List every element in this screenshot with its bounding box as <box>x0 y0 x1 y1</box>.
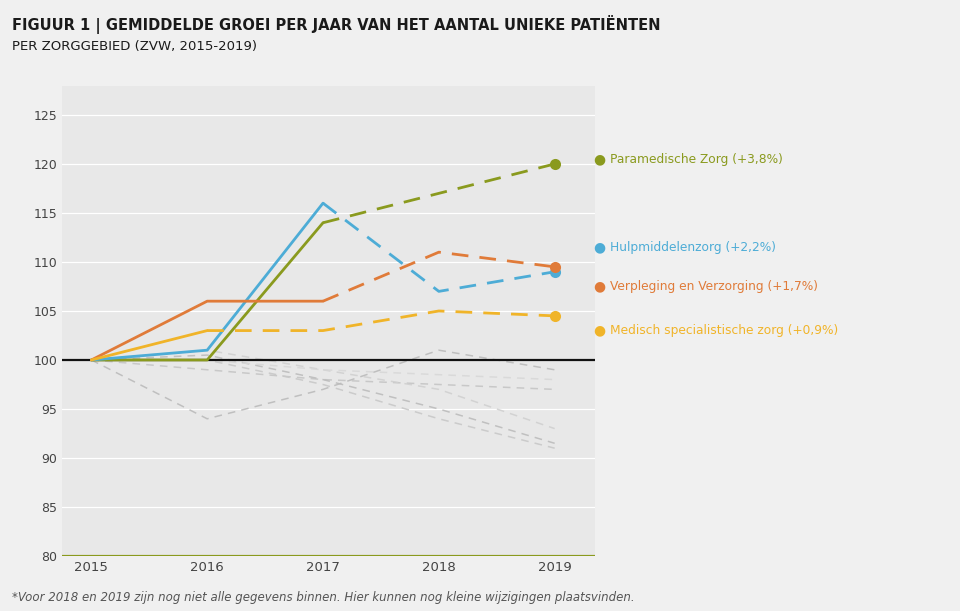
Text: FIGUUR 1 | GEMIDDELDE GROEI PER JAAR VAN HET AANTAL UNIEKE PATIËNTEN: FIGUUR 1 | GEMIDDELDE GROEI PER JAAR VAN… <box>12 15 661 34</box>
Text: ●: ● <box>593 279 605 293</box>
Text: Verpleging en Verzorging (+1,7%): Verpleging en Verzorging (+1,7%) <box>611 280 818 293</box>
Text: ●: ● <box>593 240 605 254</box>
Text: ●: ● <box>593 324 605 337</box>
Text: ●: ● <box>593 152 605 166</box>
Text: *Voor 2018 en 2019 zijn nog niet alle gegevens binnen. Hier kunnen nog kleine wi: *Voor 2018 en 2019 zijn nog niet alle ge… <box>12 591 636 604</box>
Text: PER ZORGGEBIED (ZVW, 2015-2019): PER ZORGGEBIED (ZVW, 2015-2019) <box>12 40 257 53</box>
Text: Paramedische Zorg (+3,8%): Paramedische Zorg (+3,8%) <box>611 153 783 166</box>
Text: Hulpmiddelenzorg (+2,2%): Hulpmiddelenzorg (+2,2%) <box>611 241 777 254</box>
Text: Medisch specialistische zorg (+0,9%): Medisch specialistische zorg (+0,9%) <box>611 324 838 337</box>
